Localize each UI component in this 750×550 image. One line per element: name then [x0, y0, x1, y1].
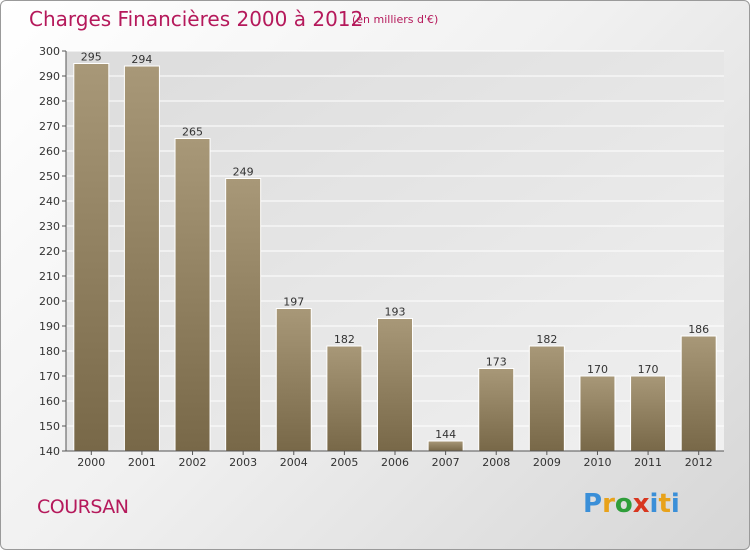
x-tick-label-2011: 2011	[634, 456, 662, 469]
x-tick-label-2006: 2006	[381, 456, 409, 469]
x-tick-label-2003: 2003	[229, 456, 257, 469]
data-label-2008: 173	[486, 356, 507, 369]
y-tick-label: 240	[39, 195, 60, 208]
data-label-2011: 170	[638, 363, 659, 376]
data-label-2004: 197	[283, 296, 304, 309]
bars-group	[73, 63, 717, 452]
data-label-2002: 265	[182, 126, 203, 139]
x-tick-label-2009: 2009	[533, 456, 561, 469]
data-label-2010: 170	[587, 363, 608, 376]
y-axis: 140 150 160 170 180 190 200 210 220 230 240 250 260 2…	[39, 45, 67, 458]
x-tick-label-2004: 2004	[280, 456, 308, 469]
logo-letter: o	[614, 489, 633, 519]
y-tick-label: 180	[39, 345, 60, 358]
y-tick-label: 290	[39, 70, 60, 83]
chart-title: Charges Financières 2000 à 2012	[29, 7, 364, 31]
bar-2000	[73, 63, 110, 452]
y-tick-label: 150	[39, 420, 60, 433]
logo-letter: x	[632, 489, 650, 519]
bar-2002	[174, 138, 211, 452]
bar-2008	[478, 368, 515, 452]
commune-name: COURSAN	[37, 496, 129, 518]
y-tick-label: 200	[39, 295, 60, 308]
x-tick-label-2002: 2002	[179, 456, 207, 469]
y-tick-label: 260	[39, 145, 60, 158]
data-label-2000: 295	[81, 51, 102, 64]
bar-2012	[680, 335, 717, 452]
bar-2011	[630, 375, 667, 452]
data-label-2005: 182	[334, 333, 355, 346]
x-tick-label-2010: 2010	[583, 456, 611, 469]
x-tick-label-2000: 2000	[77, 456, 105, 469]
y-tick-label: 170	[39, 370, 60, 383]
y-tick-label: 300	[39, 45, 60, 58]
bar-2003	[225, 178, 262, 452]
x-tick-label-2012: 2012	[685, 456, 713, 469]
proxiti-logo: Proxiti	[583, 489, 680, 519]
data-labels: 295 294 265 249 197 182 193 144 173 182 170 170 186	[81, 51, 709, 442]
y-tick-label: 270	[39, 120, 60, 133]
data-label-2009: 182	[536, 333, 557, 346]
logo-letter: t	[658, 489, 671, 519]
y-tick-label: 140	[39, 445, 60, 458]
x-tick-label-2001: 2001	[128, 456, 156, 469]
bar-2004	[275, 308, 312, 452]
y-tick-label: 250	[39, 170, 60, 183]
y-tick-label: 230	[39, 220, 60, 233]
x-axis: 2000 2001 2002 2003 2004 2005 2006 2007 2008 2009…	[66, 450, 724, 469]
logo-letter: P	[583, 489, 603, 519]
data-label-2006: 193	[385, 306, 406, 319]
bar-2005	[326, 345, 363, 452]
bar-2006	[377, 318, 413, 452]
data-label-2003: 249	[233, 166, 254, 179]
x-tick-label-2008: 2008	[482, 456, 510, 469]
bar-2001	[123, 65, 160, 452]
y-tick-label: 160	[39, 395, 60, 408]
y-tick-label: 280	[39, 95, 60, 108]
bar-2007	[427, 440, 464, 452]
data-label-2001: 294	[131, 53, 152, 66]
y-tick-label: 210	[39, 270, 60, 283]
chart-subtitle: (en milliers d'€)	[352, 13, 439, 26]
logo-letter: i	[649, 489, 659, 519]
y-tick-label: 220	[39, 245, 60, 258]
x-tick-label-2005: 2005	[330, 456, 358, 469]
logo-letter: i	[670, 489, 680, 519]
bar-2010	[579, 375, 616, 452]
bar-2009	[528, 345, 565, 452]
logo-letter: r	[602, 489, 615, 519]
y-tick-label: 190	[39, 320, 60, 333]
data-label-2007: 144	[435, 428, 456, 441]
x-tick-label-2007: 2007	[432, 456, 460, 469]
data-label-2012: 186	[688, 323, 709, 336]
